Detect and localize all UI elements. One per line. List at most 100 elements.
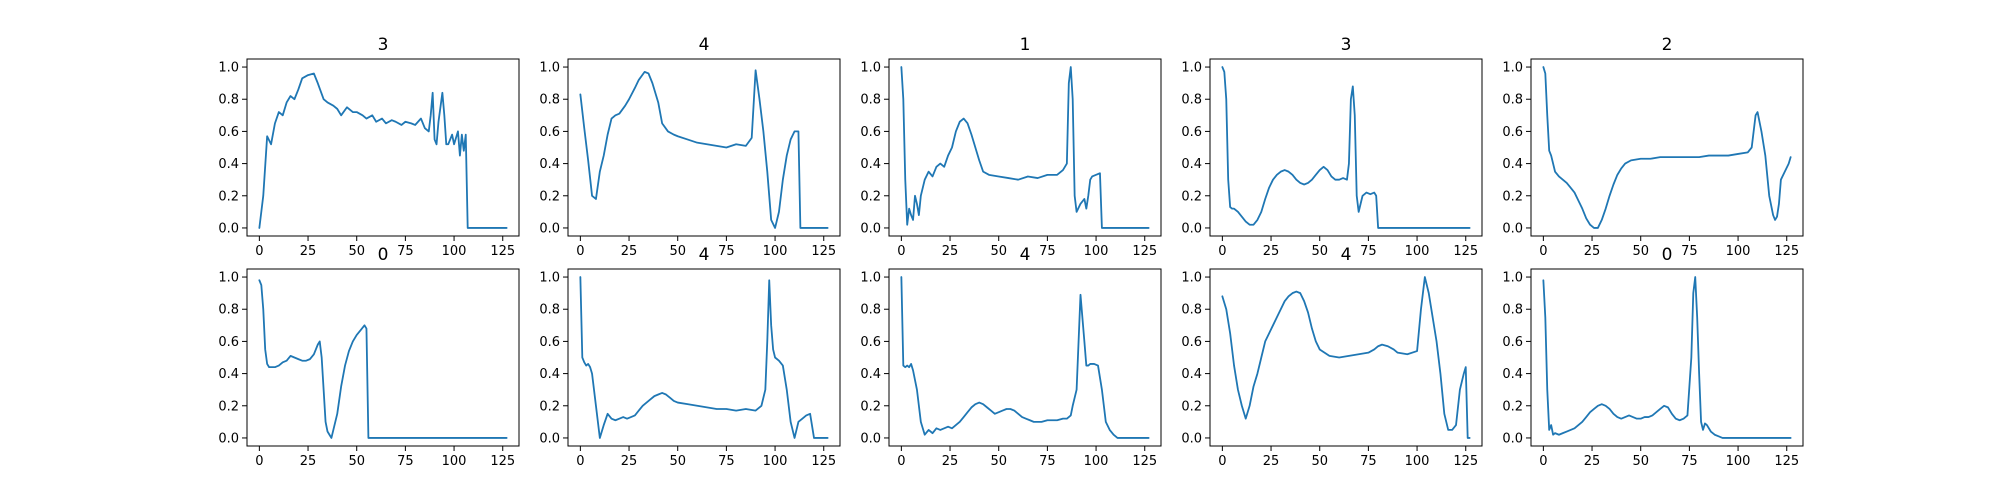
y-tick-label: 0.8 — [539, 303, 560, 318]
x-tick-label: 25 — [1263, 244, 1280, 259]
y-tick-label: 1.0 — [1181, 271, 1202, 286]
series-line — [900, 276, 1150, 439]
y-tick-label: 0.4 — [539, 157, 560, 172]
x-tick-label: 100 — [442, 244, 467, 259]
axes-frame — [1209, 268, 1483, 447]
x-tick-label: 0 — [255, 244, 263, 259]
x-tick-label: 25 — [1584, 454, 1601, 469]
y-tick-label: 0.2 — [860, 189, 881, 204]
y-tick-label: 0.2 — [1502, 189, 1523, 204]
y-tick-label: 0.4 — [860, 367, 881, 382]
y-tick-label: 0.0 — [539, 431, 560, 446]
y-tick-label: 0.4 — [1181, 367, 1202, 382]
x-tick-label: 25 — [621, 454, 638, 469]
y-tick-label: 0.2 — [218, 399, 239, 414]
x-tick-label: 50 — [1632, 244, 1649, 259]
y-tick-label: 0.6 — [1181, 335, 1202, 350]
series-line — [258, 279, 508, 439]
y-tick-label: 0.6 — [1181, 125, 1202, 140]
x-tick-label: 0 — [1218, 244, 1226, 259]
subplot-6: 0 0 25 50 75 100 125 0.0 0.2 0.4 0.6 0.8 1.0 — [218, 245, 520, 469]
x-tick-label: 50 — [990, 244, 1007, 259]
y-tick-label: 0.4 — [218, 367, 239, 382]
axes-frame — [888, 268, 1162, 447]
subplot-3: 1 0 25 50 75 100 125 0.0 0.2 0.4 0.6 0.8 1.0 — [860, 35, 1162, 259]
x-tick-label: 0 — [897, 454, 905, 469]
x-tick-label: 50 — [990, 454, 1007, 469]
axes-frame — [1530, 58, 1804, 237]
subplot-title: 4 — [699, 245, 710, 265]
y-tick-label: 0.2 — [539, 189, 560, 204]
subplot-4: 3 0 25 50 75 100 125 0.0 0.2 0.4 0.6 0.8 1.0 — [1181, 35, 1483, 259]
y-tick-label: 0.0 — [1502, 221, 1523, 236]
y-tick-label: 0.8 — [539, 93, 560, 108]
y-tick-label: 0.6 — [539, 125, 560, 140]
y-tick-label: 0.6 — [539, 335, 560, 350]
x-tick-label: 50 — [348, 244, 365, 259]
x-tick-label: 25 — [621, 244, 638, 259]
subplot-7: 4 0 25 50 75 100 125 0.0 0.2 0.4 0.6 0.8 1.0 — [539, 245, 841, 469]
y-tick-label: 0.8 — [860, 93, 881, 108]
x-tick-label: 100 — [1726, 454, 1751, 469]
x-tick-label: 125 — [1132, 454, 1157, 469]
y-tick-label: 0.0 — [1181, 431, 1202, 446]
x-tick-label: 25 — [942, 244, 959, 259]
x-tick-label: 50 — [669, 454, 686, 469]
x-tick-label: 100 — [1084, 244, 1109, 259]
x-tick-label: 50 — [669, 244, 686, 259]
x-tick-label: 75 — [1360, 454, 1377, 469]
series-line — [900, 66, 1150, 229]
y-tick-label: 0.2 — [1181, 189, 1202, 204]
subplot-title: 1 — [1020, 35, 1031, 55]
x-tick-label: 25 — [942, 454, 959, 469]
x-tick-label: 100 — [763, 454, 788, 469]
y-tick-label: 0.0 — [860, 431, 881, 446]
x-tick-label: 125 — [811, 244, 836, 259]
y-tick-label: 0.4 — [1181, 157, 1202, 172]
subplot-title: 2 — [1662, 35, 1673, 55]
x-tick-label: 100 — [763, 244, 788, 259]
subplot-title: 3 — [378, 35, 389, 55]
y-tick-label: 0.8 — [218, 93, 239, 108]
y-tick-label: 0.6 — [218, 125, 239, 140]
x-tick-label: 50 — [1632, 454, 1649, 469]
series-line — [579, 69, 829, 229]
y-tick-label: 0.2 — [218, 189, 239, 204]
subplot-9: 4 0 25 50 75 100 125 0.0 0.2 0.4 0.6 0.8 1.0 — [1181, 245, 1483, 469]
y-tick-label: 1.0 — [1502, 61, 1523, 76]
subplot-10: 0 0 25 50 75 100 125 0.0 0.2 0.4 0.6 0.8 1.0 — [1502, 245, 1804, 469]
y-tick-label: 1.0 — [860, 61, 881, 76]
subplot-1: 3 0 25 50 75 100 125 0.0 0.2 0.4 0.6 0.8 1.0 — [218, 35, 520, 259]
y-tick-label: 0.0 — [1502, 431, 1523, 446]
x-tick-label: 100 — [1405, 454, 1430, 469]
series-line — [258, 72, 508, 229]
x-tick-label: 125 — [1453, 244, 1478, 259]
y-tick-label: 0.4 — [860, 157, 881, 172]
y-tick-label: 0.0 — [218, 431, 239, 446]
y-tick-label: 0.6 — [860, 125, 881, 140]
axes-frame — [567, 268, 841, 447]
y-tick-label: 0.2 — [539, 399, 560, 414]
x-tick-label: 0 — [255, 454, 263, 469]
x-tick-label: 25 — [1263, 454, 1280, 469]
subplot-title: 3 — [1341, 35, 1352, 55]
x-tick-label: 125 — [1453, 454, 1478, 469]
y-tick-label: 0.8 — [1502, 303, 1523, 318]
x-tick-label: 0 — [897, 244, 905, 259]
y-tick-label: 0.6 — [860, 335, 881, 350]
x-tick-label: 125 — [1774, 244, 1799, 259]
subplot-title: 0 — [1662, 245, 1673, 265]
axes-frame — [567, 58, 841, 237]
x-tick-label: 75 — [1039, 244, 1056, 259]
x-tick-label: 0 — [576, 244, 584, 259]
subplot-title: 0 — [378, 245, 389, 265]
x-tick-label: 75 — [1360, 244, 1377, 259]
subplot-5: 2 0 25 50 75 100 125 0.0 0.2 0.4 0.6 0.8 1.0 — [1502, 35, 1804, 259]
y-tick-label: 0.8 — [1181, 93, 1202, 108]
y-tick-label: 0.6 — [1502, 335, 1523, 350]
x-tick-label: 0 — [1539, 244, 1547, 259]
y-tick-label: 1.0 — [539, 271, 560, 286]
x-tick-label: 0 — [1218, 454, 1226, 469]
y-tick-label: 0.2 — [860, 399, 881, 414]
